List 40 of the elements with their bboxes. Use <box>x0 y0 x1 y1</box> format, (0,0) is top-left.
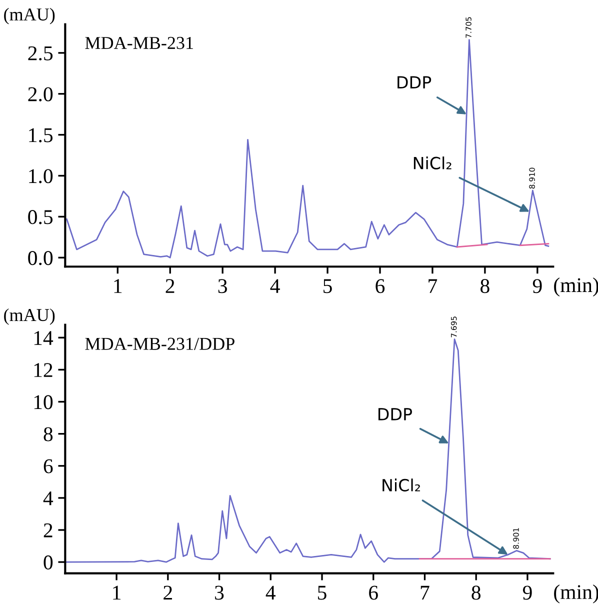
x-tick-label: 5 <box>324 279 332 294</box>
y-tick-label: 4 <box>43 491 54 506</box>
y-tick-label: 2.5 <box>28 46 53 60</box>
x-tick-label: 9 <box>522 586 532 600</box>
annotation: DDP <box>378 408 412 420</box>
y-tick-label: 8 <box>44 427 53 442</box>
y-tick-label: 0.0 <box>28 251 53 266</box>
x-tick-label: 4 <box>270 279 280 293</box>
y-axis-title: (mAU) <box>4 308 55 325</box>
x-tick-label: 2 <box>166 279 174 293</box>
x-tick-label: 1 <box>114 279 122 293</box>
y-tick-label: 2 <box>44 523 52 538</box>
x-tick-label: 9 <box>532 279 542 294</box>
x-tick-label: 5 <box>318 586 326 600</box>
x-tick-label: 7 <box>428 279 438 293</box>
y-tick-label: 0.5 <box>28 210 53 224</box>
x-tick-label: 3 <box>218 279 227 294</box>
y-tick-label: 12 <box>34 363 52 377</box>
text: MDA-MB-231 <box>85 36 193 50</box>
y-tick-label: 10 <box>34 395 53 410</box>
x-tick-label: 4 <box>266 586 276 600</box>
y-tick-label: 1.5 <box>29 128 53 142</box>
y-axis-title: (mAU) <box>4 8 55 24</box>
y-tick-label: 6 <box>44 459 53 474</box>
y-tick-label: 2.0 <box>28 87 53 102</box>
x-tick-label: 8 <box>480 279 490 294</box>
y-tick-label: 14 <box>34 331 54 345</box>
annotation: DDP <box>398 76 432 88</box>
x-tick-label: 8 <box>472 586 481 600</box>
x-tick-label: 3 <box>215 586 224 600</box>
x-tick-label: 6 <box>369 586 378 600</box>
annotation: NiCl₂ <box>382 478 420 492</box>
y-tick-label: 0 <box>44 555 53 570</box>
y-tick-label: 1.0 <box>29 169 53 184</box>
x-tick-label: 1 <box>113 586 121 600</box>
text: MDA-MB-231/DDP <box>85 338 234 350</box>
x-tick-label: 2 <box>164 586 172 600</box>
x-tick-label: 6 <box>376 279 385 294</box>
x-tick-label: 7 <box>420 586 430 600</box>
annotation: NiCl₂ <box>414 156 452 170</box>
